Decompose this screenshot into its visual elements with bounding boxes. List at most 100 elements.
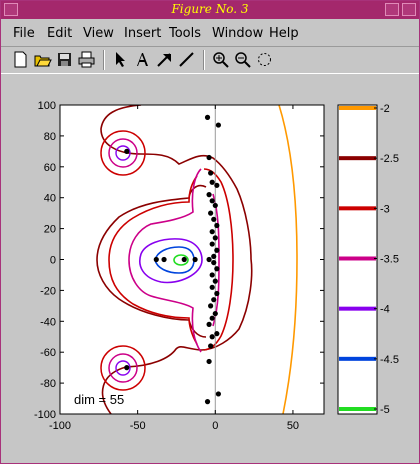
x-tick-label: -100 xyxy=(49,420,71,432)
save-icon[interactable] xyxy=(55,50,74,69)
eigenvalue-point xyxy=(214,182,220,188)
eigenvalue-point xyxy=(208,303,214,309)
eigenvalue-point xyxy=(214,222,220,229)
contour-level-minus-2 xyxy=(278,105,298,414)
contour-level-minus-4 xyxy=(115,145,131,161)
menu-help[interactable]: Help xyxy=(269,26,299,41)
eigenvalue-point xyxy=(214,331,220,337)
eigenvalue-point xyxy=(206,358,212,365)
y-tick-label: 20 xyxy=(44,224,56,236)
menu-view[interactable]: View xyxy=(83,26,114,41)
eigenvalue-point xyxy=(209,179,215,185)
y-tick-label: -60 xyxy=(40,347,56,359)
contour-level-minus-3 xyxy=(100,345,146,391)
eigenvalue-point xyxy=(206,256,212,263)
contour-level-minus-5 xyxy=(173,254,189,266)
colorbar-label: -4.5 xyxy=(380,354,399,366)
dim-annotation: dim = 55 xyxy=(74,392,124,407)
zoom-out-icon[interactable] xyxy=(233,50,252,69)
eigenvalue-point xyxy=(181,256,187,263)
add-text-icon[interactable] xyxy=(133,50,152,69)
toolbar-separator xyxy=(103,50,105,70)
eigenvalue-point xyxy=(209,334,215,340)
eigenvalue-point xyxy=(209,315,215,321)
add-line-icon[interactable] xyxy=(177,50,196,69)
eigenvalue-point xyxy=(206,154,212,161)
open-folder-icon[interactable] xyxy=(33,50,52,69)
contour-level-minus-3 xyxy=(108,175,198,345)
title-bar[interactable]: Figure No. 3 xyxy=(1,1,419,19)
x-axis-ticks: -100 -50 0 50 xyxy=(49,105,299,432)
window-title: Figure No. 3 xyxy=(171,2,249,16)
eigenvalue-point xyxy=(124,365,130,371)
window-menu-button[interactable] xyxy=(4,3,18,16)
add-arrow-icon[interactable] xyxy=(155,50,174,69)
y-tick-label: -20 xyxy=(40,285,56,297)
contour-level-minus-3 xyxy=(100,130,146,176)
toolbar-separator xyxy=(203,50,205,70)
eigenvalue-point xyxy=(153,256,159,263)
zoom-in-icon[interactable] xyxy=(211,50,230,69)
y-axis-ticks: -100 -80 -60 -40 -20 0 20 40 60 80 100 xyxy=(34,100,324,421)
eigenvalue-point xyxy=(215,391,221,397)
eigenvalue-point xyxy=(208,343,214,349)
print-icon[interactable] xyxy=(77,50,96,69)
y-tick-label: -80 xyxy=(40,378,56,390)
eigenvalue-point xyxy=(208,210,214,216)
colorbar-band xyxy=(339,256,376,261)
contour-lines xyxy=(96,105,298,414)
colorbar-band xyxy=(339,106,376,110)
eigenvalue-point xyxy=(209,284,215,290)
menu-edit[interactable]: Edit xyxy=(47,26,73,41)
eigenvalue-point xyxy=(209,198,215,204)
eigenvalue-points xyxy=(124,114,221,405)
x-tick-label: 50 xyxy=(287,420,299,432)
colorbar-label: -2 xyxy=(380,103,390,115)
maximize-button[interactable] xyxy=(402,3,416,16)
eigenvalue-point xyxy=(211,253,217,260)
eigenvalue-point xyxy=(212,310,218,317)
colorbar-band xyxy=(339,156,376,161)
eigenvalue-point xyxy=(124,148,130,154)
y-tick-label: 40 xyxy=(44,193,56,205)
menu-insert[interactable]: Insert xyxy=(124,26,162,41)
y-tick-label: -40 xyxy=(40,316,56,328)
y-tick-label: 80 xyxy=(44,131,56,143)
minimize-button[interactable] xyxy=(385,3,399,16)
menu-tools[interactable]: Tools xyxy=(169,26,202,41)
colorbar-label: -3 xyxy=(380,203,390,215)
eigenvalue-point xyxy=(215,122,221,128)
eigenvalue-point xyxy=(209,272,215,278)
eigenvalue-point xyxy=(204,114,211,120)
contour-level-minus-3-5 xyxy=(108,353,138,383)
eigenvalue-point xyxy=(211,297,217,303)
contour-plot: -100 -50 0 50 -100-80-60-40-20020406080100 … xyxy=(34,100,399,432)
menu-window[interactable]: Window xyxy=(212,26,264,41)
colorbar-levels: -2 -2.5 -3 -3.5 -4 -4.5 -5 xyxy=(339,103,399,416)
eigenvalue-point xyxy=(206,321,212,327)
colorbar-band xyxy=(339,206,376,211)
contour-level-minus-3-5 xyxy=(128,168,220,353)
eigenvalue-point xyxy=(214,266,220,272)
figure-canvas: -100 -50 0 50 -100 -80 -60 -40 -20 0 20 40 60 80 100 … xyxy=(1,74,419,463)
rotate-icon[interactable] xyxy=(255,50,274,69)
menu-file[interactable]: File xyxy=(13,26,35,41)
eigenvalue-point xyxy=(161,256,167,263)
eigenvalue-point xyxy=(211,259,217,266)
eigenvalue-point xyxy=(212,235,218,241)
colorbar-band xyxy=(339,356,376,361)
eigenvalue-point xyxy=(204,399,211,405)
menu-bar: File Edit View Insert Tools Window Help xyxy=(1,20,419,47)
select-arrow-icon[interactable] xyxy=(111,50,130,69)
x-tick-label: -50 xyxy=(130,420,146,432)
y-tick-label: -100 xyxy=(34,409,56,421)
eigenvalue-point xyxy=(212,202,218,209)
eigenvalue-point xyxy=(206,192,212,198)
eigenvalue-point xyxy=(214,247,220,253)
colorbar-label: -4 xyxy=(380,304,390,316)
contour-level-minus-2-5 xyxy=(100,105,253,414)
eigenvalue-point xyxy=(214,290,220,297)
eigenvalue-point xyxy=(192,256,198,263)
new-file-icon[interactable] xyxy=(11,50,30,69)
